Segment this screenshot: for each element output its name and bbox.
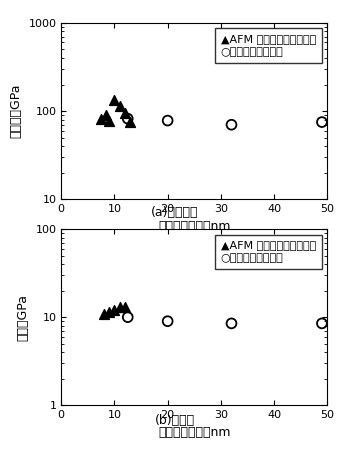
Point — [125, 115, 131, 122]
Point — [106, 117, 112, 124]
Point — [319, 320, 325, 327]
Text: (a)　弾性率: (a) 弾性率 — [151, 207, 199, 219]
Y-axis label: 弾性率，GPa: 弾性率，GPa — [10, 84, 23, 138]
Point — [122, 304, 128, 311]
Legend: ▲AFM インデンテーション, ○ナノインデンター: ▲AFM インデンテーション, ○ナノインデンター — [215, 28, 322, 63]
Point — [229, 121, 234, 128]
Point — [165, 317, 170, 325]
Point — [98, 115, 104, 122]
Point — [128, 119, 133, 126]
X-axis label: 押し込み深さ，nm: 押し込み深さ，nm — [158, 426, 231, 439]
Point — [319, 119, 325, 126]
Point — [165, 117, 170, 124]
Point — [112, 96, 117, 103]
Point — [122, 109, 128, 117]
X-axis label: 押し込み深さ，nm: 押し込み深さ，nm — [158, 220, 231, 233]
Point — [125, 314, 131, 321]
Point — [104, 111, 109, 119]
Point — [229, 320, 234, 327]
Text: (b)　硬さ: (b) 硬さ — [155, 414, 195, 427]
Legend: ▲AFM インデンテーション, ○ナノインデンター: ▲AFM インデンテーション, ○ナノインデンター — [215, 234, 322, 269]
Point — [117, 304, 122, 311]
Point — [112, 306, 117, 314]
Y-axis label: 硬さ，GPa: 硬さ，GPa — [17, 294, 30, 341]
Point — [106, 308, 112, 316]
Point — [117, 102, 122, 109]
Point — [101, 310, 107, 317]
